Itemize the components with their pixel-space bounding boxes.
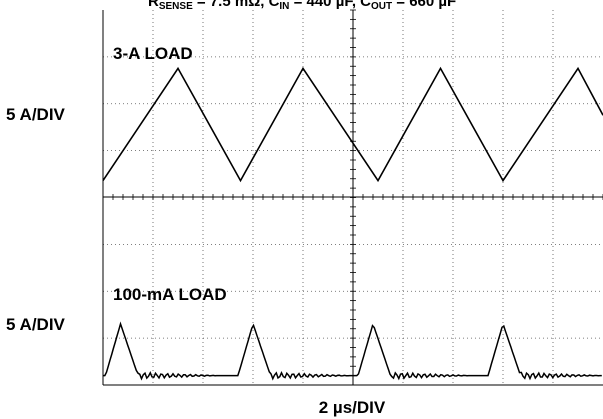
rsense-symbol: R: [148, 0, 159, 10]
rsense-sub: SENSE: [159, 1, 193, 12]
rsense-value: = 7.5 mΩ, C: [193, 0, 280, 10]
bottom-annotation: 100-mA LOAD: [113, 285, 227, 304]
cin-value: = 440 µF, C: [289, 0, 371, 10]
scope-traces: [102, 66, 603, 381]
top-annotation: 3-A LOAD: [113, 44, 193, 63]
scope-graticule: [102, 9, 603, 386]
cin-sub: IN: [279, 1, 289, 12]
top-y-scale-label: 5 A/DIV: [6, 105, 66, 124]
conditions-header: RSENSE = 7.5 mΩ, CIN = 440 µF, COUT = 66…: [148, 0, 456, 12]
x-scale-label: 2 µs/DIV: [319, 398, 386, 417]
bottom-y-scale-label: 5 A/DIV: [6, 315, 66, 334]
trace-3a-load: [102, 66, 603, 183]
cout-sub: OUT: [371, 1, 392, 12]
cout-value: = 660 µF: [392, 0, 456, 10]
trace-100ma-load: [103, 321, 602, 381]
